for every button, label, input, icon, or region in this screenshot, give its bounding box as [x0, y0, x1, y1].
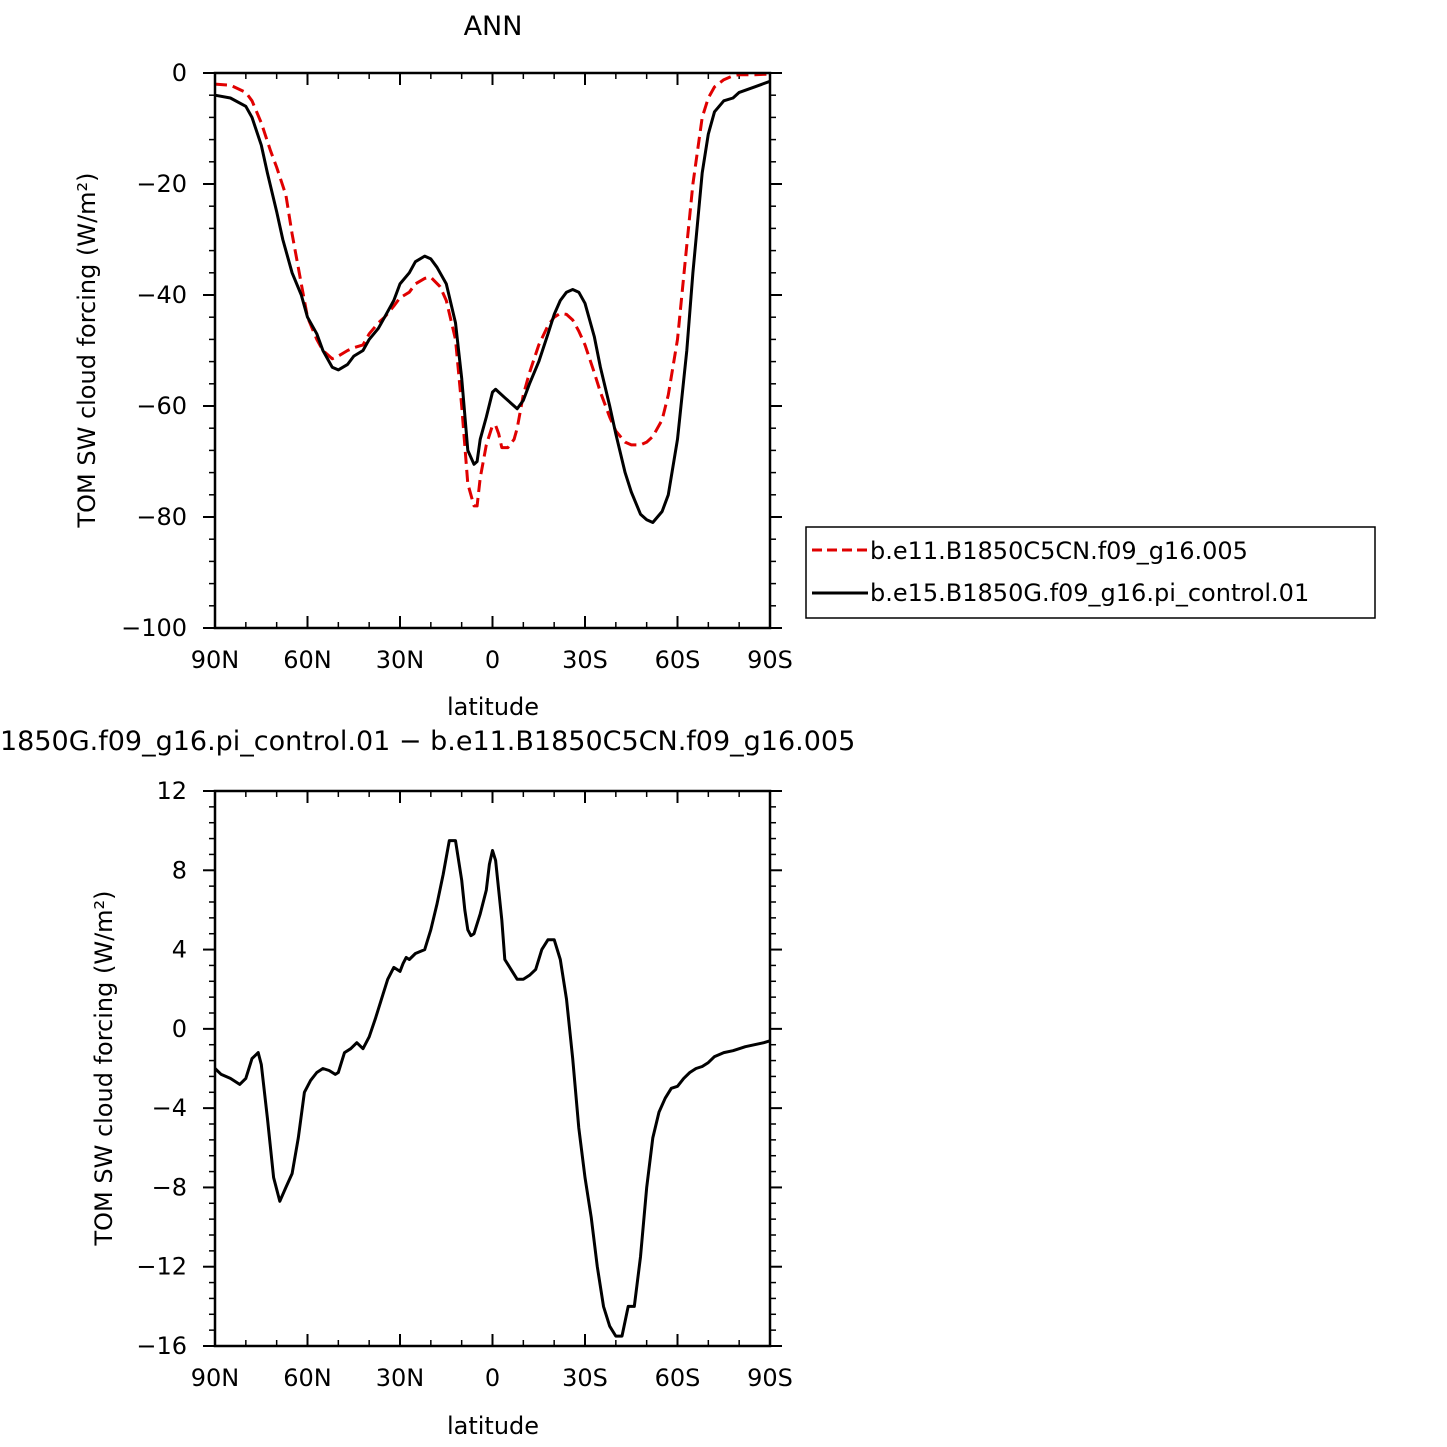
top-chart-panel: ANN 90N 60N 30N 0 30S 60S 90S 0 −20 −40 −60 −80 −10…	[73, 11, 793, 721]
legend-label-series-2: b.e15.B1850G.f09_g16.pi_control.01	[870, 579, 1309, 607]
bottom-x-tick-label: 30S	[562, 1364, 608, 1392]
top-chart-ticks	[203, 72, 782, 629]
top-x-tick-label: 30S	[562, 646, 608, 674]
top-y-axis-title: TOM SW cloud forcing (W/m²)	[73, 172, 101, 528]
bottom-x-tick-label: 60N	[283, 1364, 332, 1392]
top-x-tick-label: 60S	[655, 646, 701, 674]
bottom-x-tick-labels: 90N 60N 30N 0 30S 60S 90S	[191, 1364, 793, 1392]
bottom-x-tick-label: 60S	[655, 1364, 701, 1392]
top-plot-frame	[213, 71, 772, 630]
top-y-tick-label: −20	[136, 170, 187, 198]
top-y-tick-labels: 0 −20 −40 −60 −80 −100	[121, 59, 187, 642]
bottom-chart-series	[213, 839, 771, 1338]
legend-label-series-1: b.e11.B1850C5CN.f09_g16.005	[870, 537, 1248, 565]
top-x-tick-label: 30N	[376, 646, 425, 674]
legend-box	[805, 526, 1376, 619]
legend: b.e11.B1850C5CN.f09_g16.005 b.e15.B1850G…	[805, 526, 1376, 619]
top-y-tick-label: −40	[136, 281, 187, 309]
bottom-x-tick-label: 90N	[191, 1364, 240, 1392]
top-chart-title: ANN	[464, 11, 523, 42]
top-chart-series	[214, 72, 771, 524]
top-x-tick-label: 0	[485, 646, 500, 674]
top-y-tick-label: −100	[121, 614, 187, 642]
bottom-x-tick-label: 0	[485, 1364, 500, 1392]
bottom-y-tick-labels: 12 8 4 0 −4 −8 −12 −16	[136, 777, 187, 1360]
bottom-y-tick-label: −16	[136, 1332, 187, 1360]
top-y-tick-label: 0	[172, 59, 187, 87]
bottom-y-tick-label: 4	[172, 936, 187, 964]
top-y-tick-label: −60	[136, 392, 187, 420]
top-x-tick-labels: 90N 60N 30N 0 30S 60S 90S	[191, 646, 793, 674]
bottom-y-tick-label: 0	[172, 1015, 187, 1043]
bottom-y-tick-label: −8	[152, 1173, 187, 1201]
bottom-x-axis-title: latitude	[447, 1412, 539, 1440]
bottom-x-tick-label: 90S	[747, 1364, 793, 1392]
bottom-chart-panel: 1850G.f09_g16.pi_control.01 − b.e11.B185…	[0, 726, 855, 1440]
top-x-tick-label: 90N	[191, 646, 240, 674]
bottom-x-tick-label: 30N	[376, 1364, 425, 1392]
top-x-axis-title: latitude	[447, 693, 539, 721]
bottom-y-tick-label: 12	[156, 777, 187, 805]
top-series-line-2	[214, 79, 771, 524]
bottom-series-line-1	[213, 839, 771, 1338]
bottom-y-axis-title: TOM SW cloud forcing (W/m²)	[90, 890, 118, 1246]
bottom-y-tick-label: −12	[136, 1253, 187, 1281]
bottom-y-tick-label: −4	[152, 1094, 187, 1122]
bottom-y-tick-label: 8	[172, 856, 187, 884]
top-x-tick-label: 60N	[283, 646, 332, 674]
bottom-plot-frame	[213, 789, 772, 1348]
top-x-tick-label: 90S	[747, 646, 793, 674]
top-y-tick-label: −80	[136, 503, 187, 531]
bottom-chart-title: 1850G.f09_g16.pi_control.01 − b.e11.B185…	[0, 726, 855, 757]
